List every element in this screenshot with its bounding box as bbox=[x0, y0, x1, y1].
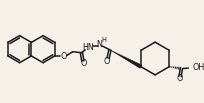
Text: O: O bbox=[61, 52, 67, 61]
Polygon shape bbox=[110, 50, 142, 68]
Text: HN: HN bbox=[83, 43, 94, 52]
Text: O: O bbox=[177, 74, 183, 83]
Text: OH: OH bbox=[193, 63, 204, 72]
Text: N: N bbox=[97, 40, 103, 49]
Text: O: O bbox=[103, 57, 110, 66]
Text: O: O bbox=[80, 59, 86, 68]
Text: H: H bbox=[101, 37, 106, 43]
